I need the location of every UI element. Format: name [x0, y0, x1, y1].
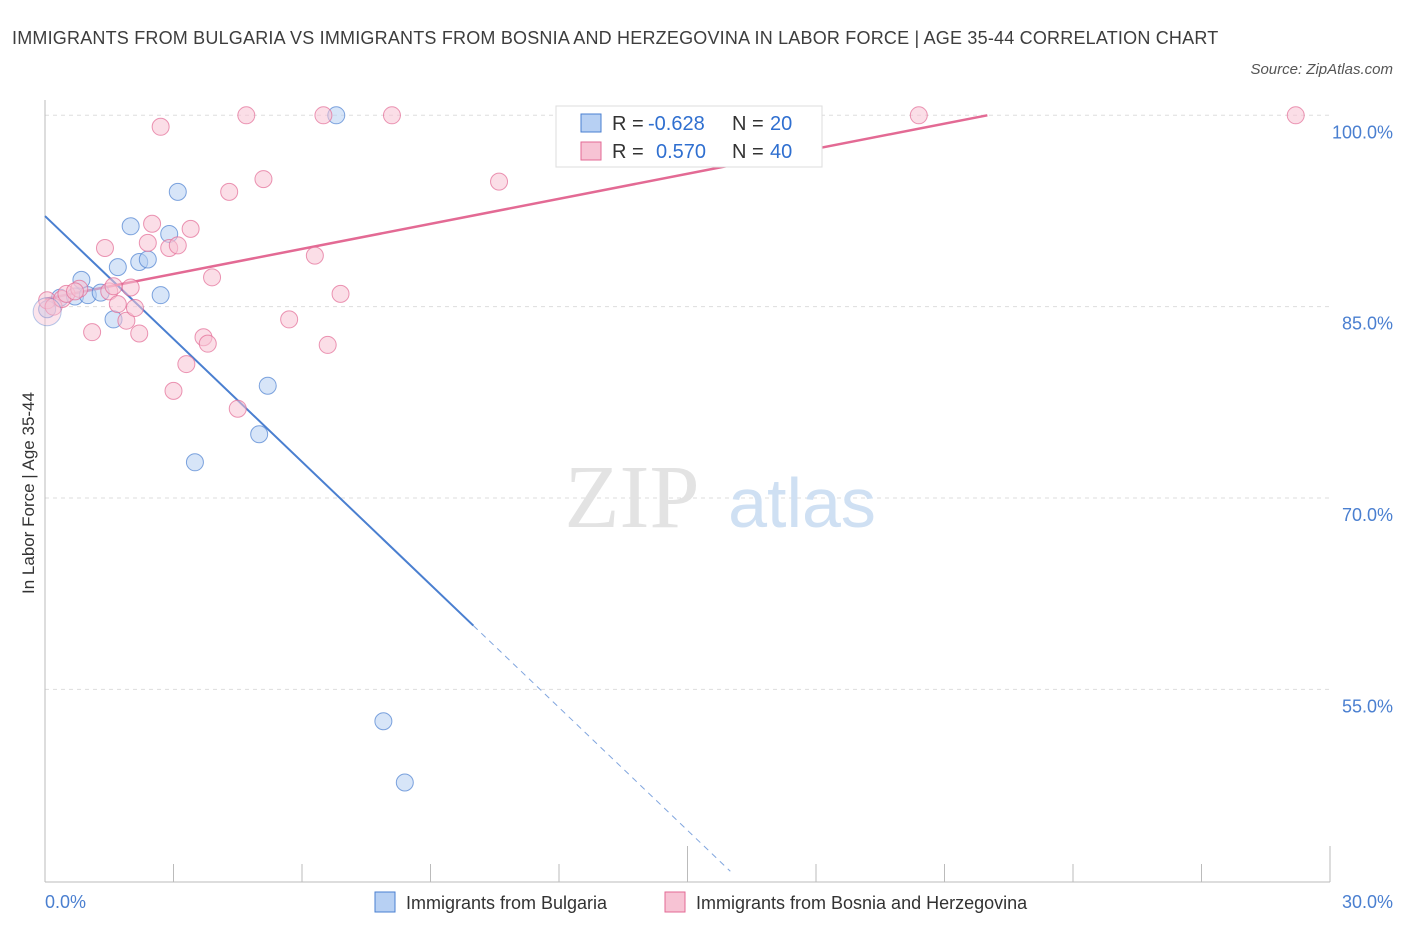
point-bosnia — [138, 233, 157, 252]
bottom-legend-bulgaria: Immigrants from Bulgaria — [406, 893, 608, 913]
legend-n-label-1: N = — [732, 113, 764, 135]
point-bosnia — [198, 334, 217, 353]
point-bulgaria — [250, 425, 269, 444]
point-bosnia — [117, 311, 136, 330]
legend-r-value-2: 0.570 — [656, 141, 706, 163]
legend-n-value-1: 20 — [770, 113, 792, 135]
point-bosnia — [237, 106, 256, 125]
axes — [44, 100, 1331, 883]
point-bulgaria — [258, 376, 277, 395]
watermark: ZIP atlas — [565, 448, 876, 547]
point-bulgaria — [138, 250, 157, 269]
point-bosnia — [121, 278, 140, 297]
point-bosnia — [108, 295, 127, 314]
legend-n-label-2: N = — [732, 141, 764, 163]
point-bosnia — [318, 335, 337, 354]
legend-swatch-bosnia — [580, 141, 602, 161]
point-bulgaria — [374, 712, 393, 731]
watermark-zip: ZIP — [565, 448, 700, 547]
point-bosnia — [203, 268, 222, 287]
bottom-legend-swatch-bulgaria — [374, 891, 396, 913]
bottom-legend-swatch-bosnia — [664, 891, 686, 913]
legend-box: R = -0.628 N = 20 R = 0.570 N = 40 — [555, 105, 823, 168]
y-axis-title: In Labor Force | Age 35-44 — [19, 392, 38, 594]
y-tick-label: 55.0% — [1342, 696, 1393, 716]
point-bosnia — [125, 298, 144, 317]
point-bulgaria — [121, 217, 140, 236]
point-cluster — [32, 297, 62, 327]
point-bosnia — [1286, 106, 1305, 125]
point-bulgaria — [395, 773, 414, 792]
legend-n-value-2: 40 — [770, 141, 792, 163]
point-bosnia — [220, 182, 239, 201]
point-bosnia — [83, 323, 102, 342]
point-bosnia — [490, 172, 509, 191]
chart-title: IMMIGRANTS FROM BULGARIA VS IMMIGRANTS F… — [12, 28, 1219, 48]
trend-line-bulgaria-extension — [472, 625, 731, 872]
trend-line-bosnia — [44, 114, 988, 301]
point-bosnia — [168, 236, 187, 255]
legend-r-label-2: R = — [612, 141, 644, 163]
point-bosnia — [331, 284, 350, 303]
bottom-legend-bosnia: Immigrants from Bosnia and Herzegovina — [696, 893, 1028, 913]
point-bosnia — [314, 106, 333, 125]
bottom-legend: Immigrants from Bulgaria Immigrants from… — [374, 891, 1028, 913]
point-bosnia — [164, 381, 183, 400]
legend-swatch-bulgaria — [580, 113, 602, 133]
source-label: Source: ZipAtlas.com — [1250, 61, 1393, 78]
point-bosnia — [382, 106, 401, 125]
y-tick-label: 85.0% — [1342, 314, 1393, 334]
trend-line-bulgaria — [44, 215, 475, 627]
y-tick-label: 70.0% — [1342, 505, 1393, 525]
point-bosnia — [130, 324, 149, 343]
tick-labels: 100.0% 85.0% 70.0% 55.0% 0.0% 30.0% — [45, 122, 1393, 912]
point-bulgaria — [185, 453, 204, 472]
point-bosnia — [104, 277, 123, 296]
point-bosnia — [95, 238, 114, 257]
legend-r-label-1: R = — [612, 113, 644, 135]
point-bosnia — [65, 282, 84, 301]
point-bosnia — [177, 355, 196, 374]
y-tick-label: 100.0% — [1332, 122, 1393, 142]
point-bosnia — [151, 117, 170, 136]
point-bosnia — [280, 310, 299, 329]
watermark-atlas: atlas — [728, 464, 876, 542]
x-tick-label-max: 30.0% — [1342, 892, 1393, 912]
point-bulgaria — [151, 286, 170, 305]
point-bosnia — [181, 219, 200, 238]
point-bulgaria — [108, 258, 127, 277]
x-tick-label-min: 0.0% — [45, 892, 86, 912]
point-bosnia — [143, 214, 162, 233]
data-points — [32, 106, 1305, 792]
point-bulgaria — [168, 182, 187, 201]
legend-r-value-1: -0.628 — [648, 113, 705, 135]
point-bosnia — [228, 399, 247, 418]
point-bosnia — [254, 170, 273, 189]
point-bosnia — [305, 246, 324, 265]
point-bosnia — [909, 106, 928, 125]
